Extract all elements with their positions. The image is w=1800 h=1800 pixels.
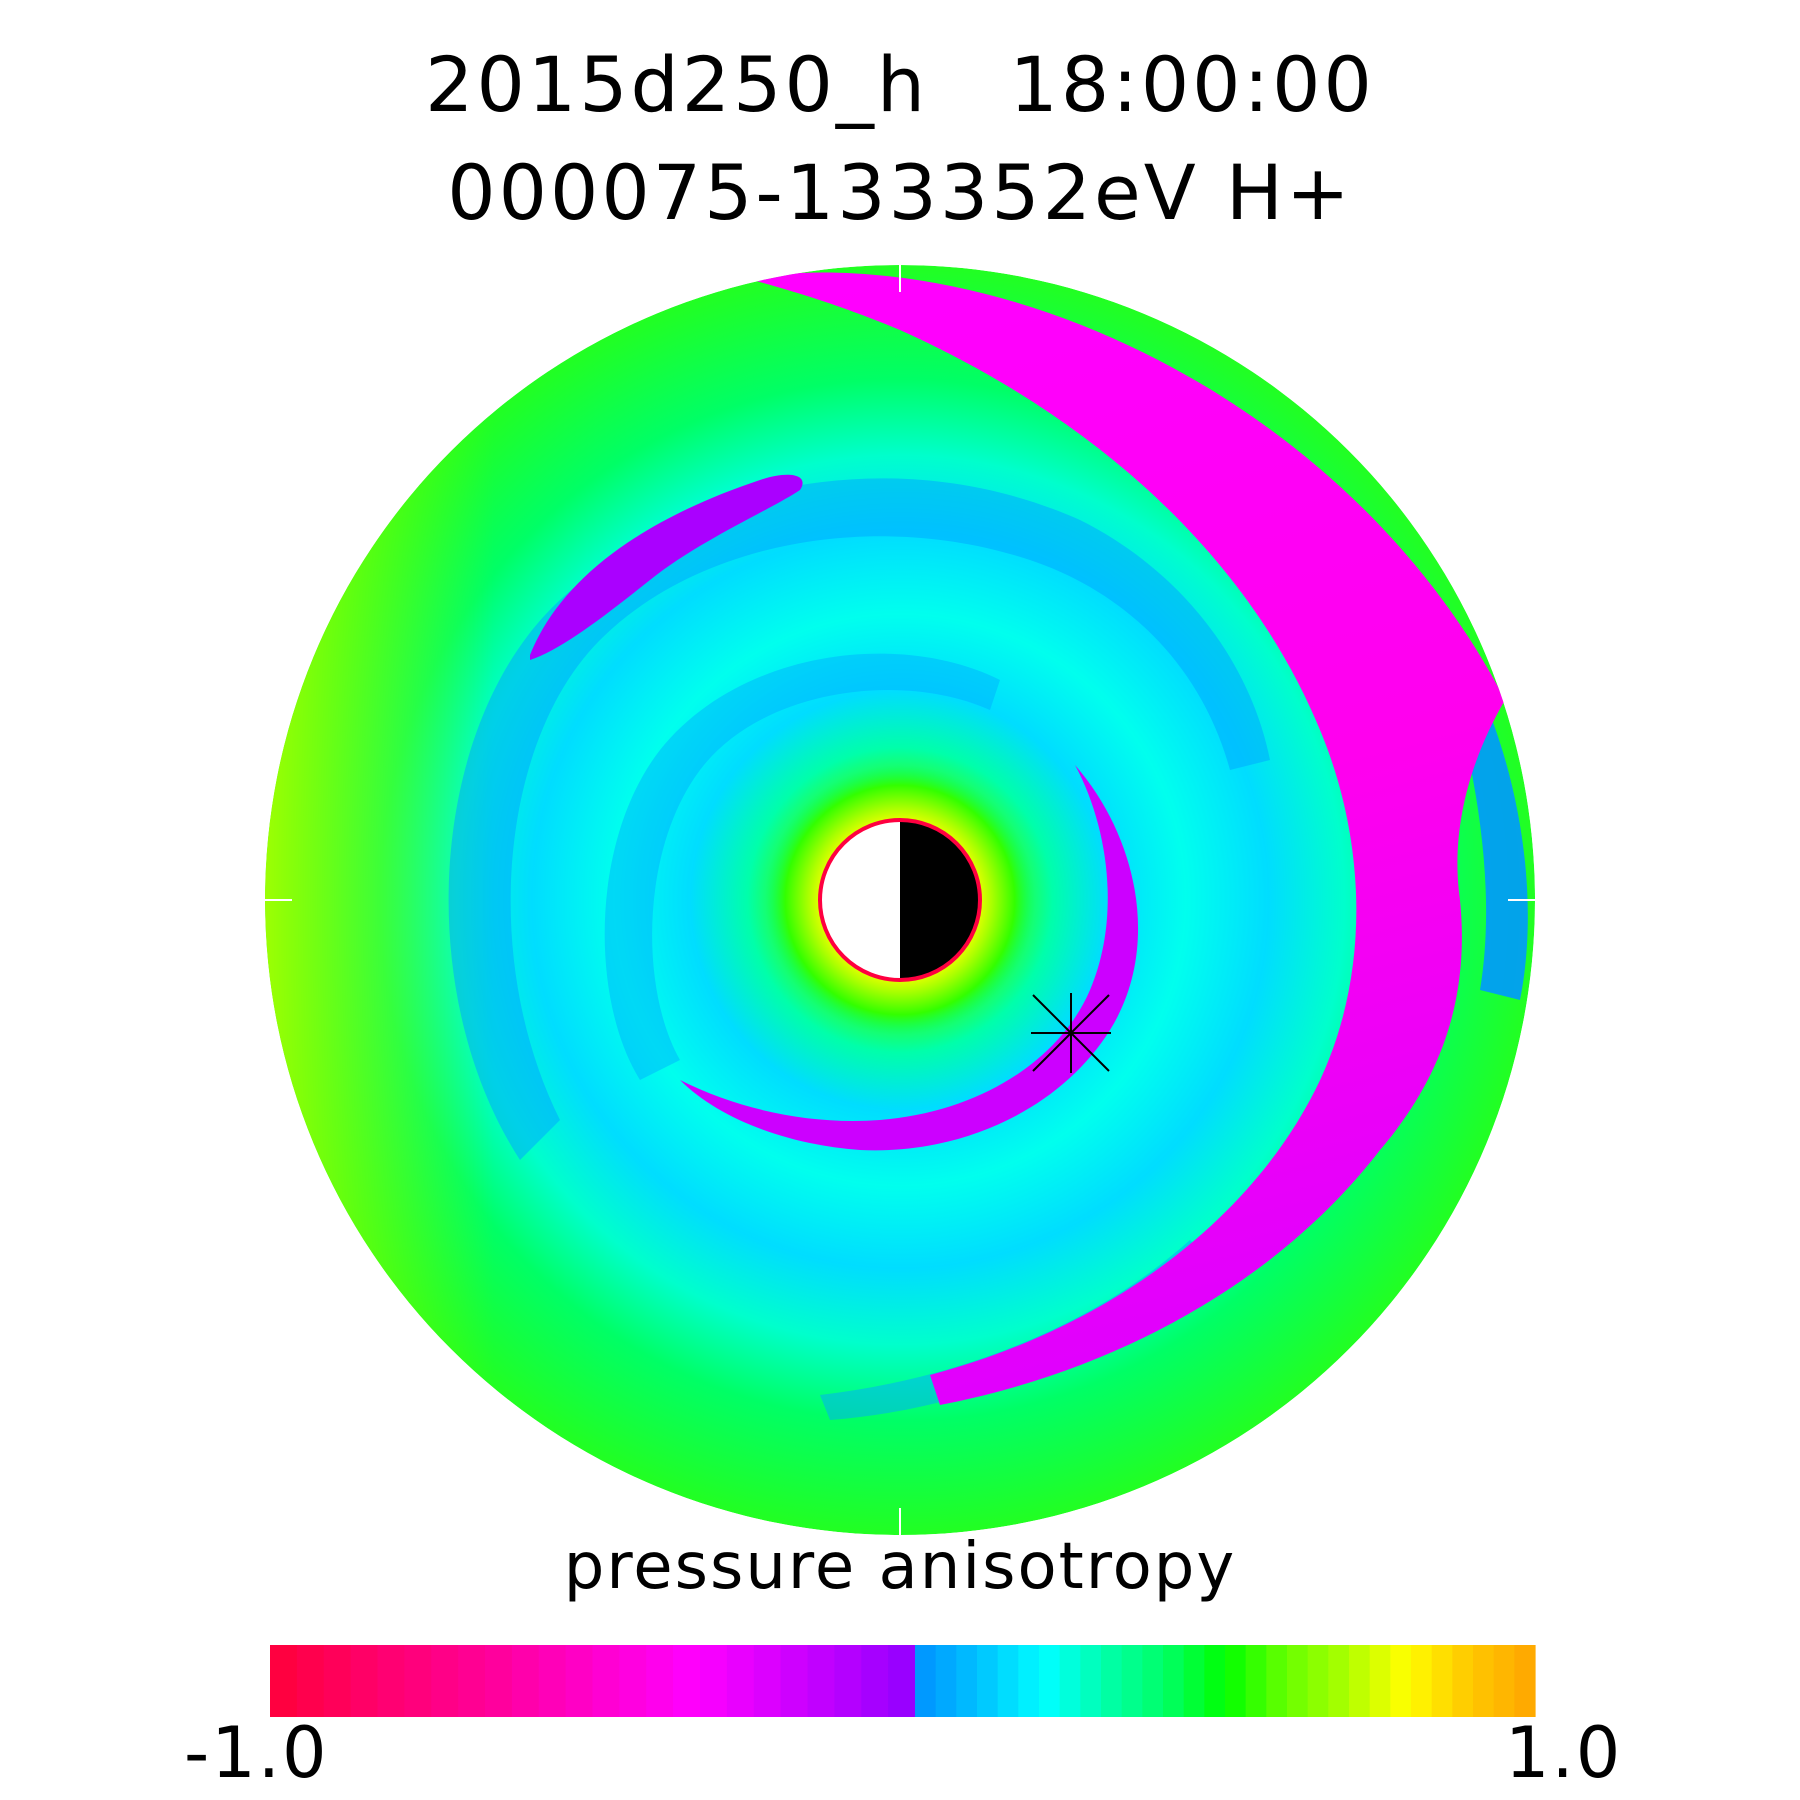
colorbar-swatch [511, 1645, 540, 1717]
colorbar-swatch [296, 1645, 325, 1717]
colorbar-swatch [956, 1645, 978, 1717]
colorbar-swatch [1493, 1645, 1515, 1717]
colorbar-swatch [1473, 1645, 1495, 1717]
colorbar-swatch [458, 1645, 486, 1717]
colorbar-swatch [807, 1645, 835, 1717]
colorbar [270, 1645, 1536, 1717]
colorbar-swatch [350, 1645, 379, 1717]
colorbar-swatch [1059, 1645, 1081, 1717]
colorbar-swatch [1204, 1645, 1226, 1717]
colorbar-swatch [592, 1645, 620, 1717]
colorbar-swatch [1266, 1645, 1288, 1717]
colorbar-swatch [323, 1645, 352, 1717]
colorbar-max-label: 1.0 [1505, 1712, 1623, 1794]
colorbar-swatch [834, 1645, 862, 1717]
colorbar-swatch [1080, 1645, 1102, 1717]
colorbar-swatch [270, 1645, 298, 1717]
colorbar-swatch [1018, 1645, 1040, 1717]
colorbar-swatch [700, 1645, 728, 1717]
colorbar-swatch [1452, 1645, 1474, 1717]
colorbar-swatch [1225, 1645, 1247, 1717]
colorbar-swatch [753, 1645, 782, 1717]
colorbar-swatch [888, 1645, 916, 1717]
blue-swirl-band-2 [604, 653, 1000, 1080]
colorbar-swatch [565, 1645, 594, 1717]
colorbar-swatch [1142, 1645, 1164, 1717]
colorbar-swatch [1307, 1645, 1329, 1717]
colorbar-swatch [1183, 1645, 1205, 1717]
colorbar-swatch [1245, 1645, 1267, 1717]
colorbar-swatch [780, 1645, 809, 1717]
blue-edge-patch [1460, 690, 1528, 1000]
colorbar-swatch [431, 1645, 459, 1717]
colorbar-swatch [377, 1645, 405, 1717]
colorbar-swatch [861, 1645, 889, 1717]
colorbar-swatch [1390, 1645, 1412, 1717]
colorbar-swatch [1369, 1645, 1391, 1717]
colorbar-swatch [935, 1645, 957, 1717]
colorbar-swatch [1101, 1645, 1123, 1717]
satellite-asterisk-icon [1031, 993, 1111, 1073]
colorbar-swatch [619, 1645, 647, 1717]
colorbar-swatch [1328, 1645, 1350, 1717]
outer-magenta-crescent [745, 272, 1505, 1406]
colorbar-swatch [1163, 1645, 1185, 1717]
colorbar-swatch [997, 1645, 1019, 1717]
colorbar-swatch [1514, 1645, 1536, 1717]
colorbar-swatch [538, 1645, 567, 1717]
colorbar-swatch [915, 1645, 937, 1717]
colorbar-swatch [1411, 1645, 1433, 1717]
inner-purple-crescent [680, 765, 1139, 1151]
colorbar-swatch [726, 1645, 755, 1717]
blue-swirl-band-1 [448, 478, 1270, 1160]
colorbar-swatch [404, 1645, 432, 1717]
colorbar-swatch [1039, 1645, 1061, 1717]
blue-swirl-band-3 [820, 1240, 1210, 1420]
colorbar-swatch [1431, 1645, 1453, 1717]
colorbar-swatch [646, 1645, 674, 1717]
chart-title-line-2: 000075-133352eV H+ [447, 148, 1353, 237]
colorbar-label: pressure anisotropy [563, 1530, 1237, 1604]
colorbar-min-label: -1.0 [184, 1712, 329, 1794]
colorbar-swatch [1349, 1645, 1371, 1717]
colorbar-swatch [1121, 1645, 1143, 1717]
colorbar-swatch [485, 1645, 513, 1717]
chart-title-line-1: 2015d250_h 18:00:00 [425, 40, 1375, 129]
colorbar-swatch [673, 1645, 701, 1717]
earth-icon [818, 818, 982, 982]
upper-left-purple-patch [530, 474, 803, 660]
colorbar-swatch [1287, 1645, 1309, 1717]
colorbar-swatch [977, 1645, 999, 1717]
